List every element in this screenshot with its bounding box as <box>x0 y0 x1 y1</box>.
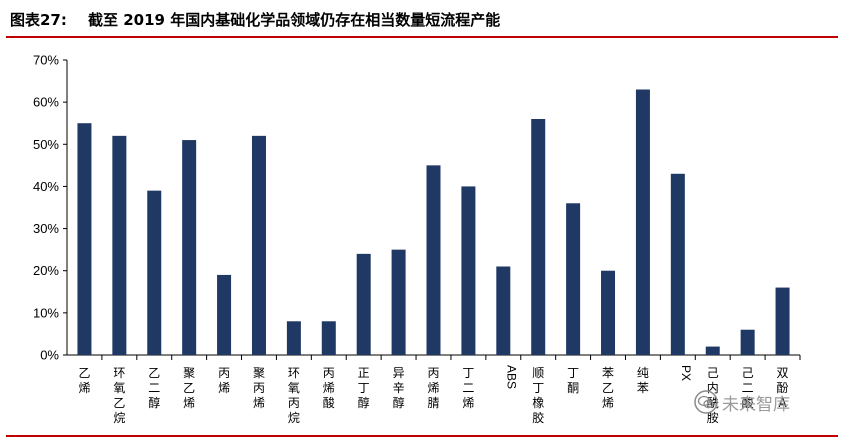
top-rule <box>6 36 838 38</box>
bar <box>566 203 581 355</box>
bar <box>705 346 720 355</box>
bar <box>112 135 127 355</box>
bar <box>251 135 266 355</box>
bar <box>286 321 301 355</box>
bar <box>426 165 441 355</box>
category-label: 正丁醇 <box>358 366 370 410</box>
y-tick-label: 60% <box>33 95 59 110</box>
bottom-rule <box>6 435 838 437</box>
y-tick-label: 70% <box>33 53 59 68</box>
y-tick-label: 30% <box>33 221 59 236</box>
category-label: 聚丙烯 <box>253 366 265 410</box>
bar <box>217 274 232 355</box>
category-label: 乙烯 <box>78 366 90 395</box>
bar <box>77 123 92 355</box>
bar <box>635 89 650 355</box>
bar <box>321 321 336 355</box>
category-label: 丙烯酸 <box>323 366 335 410</box>
bar <box>531 119 546 355</box>
watermark-text: 未来智库 <box>722 394 790 415</box>
category-label: 环氧乙烷 <box>113 366 125 425</box>
bars <box>77 89 790 355</box>
y-tick-label: 50% <box>33 137 59 152</box>
category-label: 双酚 A <box>777 366 789 410</box>
category-labels: 乙烯 环氧乙烷 乙二醇 聚乙烯 丙烯 聚丙烯 环氧丙烷 丙烯酸 正丁醇 异辛醇 丙烯腈 丁二烯 ABS 顺… <box>78 365 788 425</box>
bar <box>775 287 790 355</box>
category-label: 苯乙烯 <box>602 366 614 410</box>
y-tick-label: 40% <box>33 179 59 194</box>
category-label: 丙烯腈 <box>427 366 439 410</box>
category-label: 环氧丙烷 <box>288 366 300 425</box>
category-label: PX <box>679 365 693 381</box>
figure-title: 截至 2019 年国内基础化学品领域仍存在相当数量短流程产能 <box>88 11 501 29</box>
category-label: 己内酰胺 <box>707 366 719 425</box>
bar <box>391 249 406 355</box>
figure-label: 图表27: <box>10 11 67 29</box>
bar <box>461 186 476 355</box>
bar <box>356 253 371 355</box>
y-tick-label: 20% <box>33 263 59 278</box>
bar <box>670 173 685 355</box>
category-label: 己二酸 <box>742 366 754 410</box>
y-tick-label: 10% <box>33 305 59 320</box>
category-label: 顺丁橡胶 <box>532 366 544 425</box>
category-label: 丁二烯 <box>462 366 474 410</box>
category-label: 丁酮 <box>567 366 579 395</box>
category-label: 乙二醇 <box>148 366 160 410</box>
watermark: 未来智库 <box>694 389 790 415</box>
category-label: 异辛醇 <box>393 366 405 410</box>
bar <box>147 190 162 355</box>
category-label: 聚乙烯 <box>183 366 195 410</box>
wechat-watermark-icon <box>694 390 718 414</box>
bar <box>496 266 511 355</box>
category-label: ABS <box>504 365 518 389</box>
y-tick-label: 0% <box>40 348 59 363</box>
figure-header: 图表27: 截至 2019 年国内基础化学品领域仍存在相当数量短流程产能 <box>0 0 843 40</box>
bar <box>601 270 616 355</box>
category-label: 丙烯 <box>218 366 230 395</box>
category-label: 纯苯 <box>637 366 649 395</box>
bar <box>182 140 197 355</box>
bar <box>740 329 755 355</box>
